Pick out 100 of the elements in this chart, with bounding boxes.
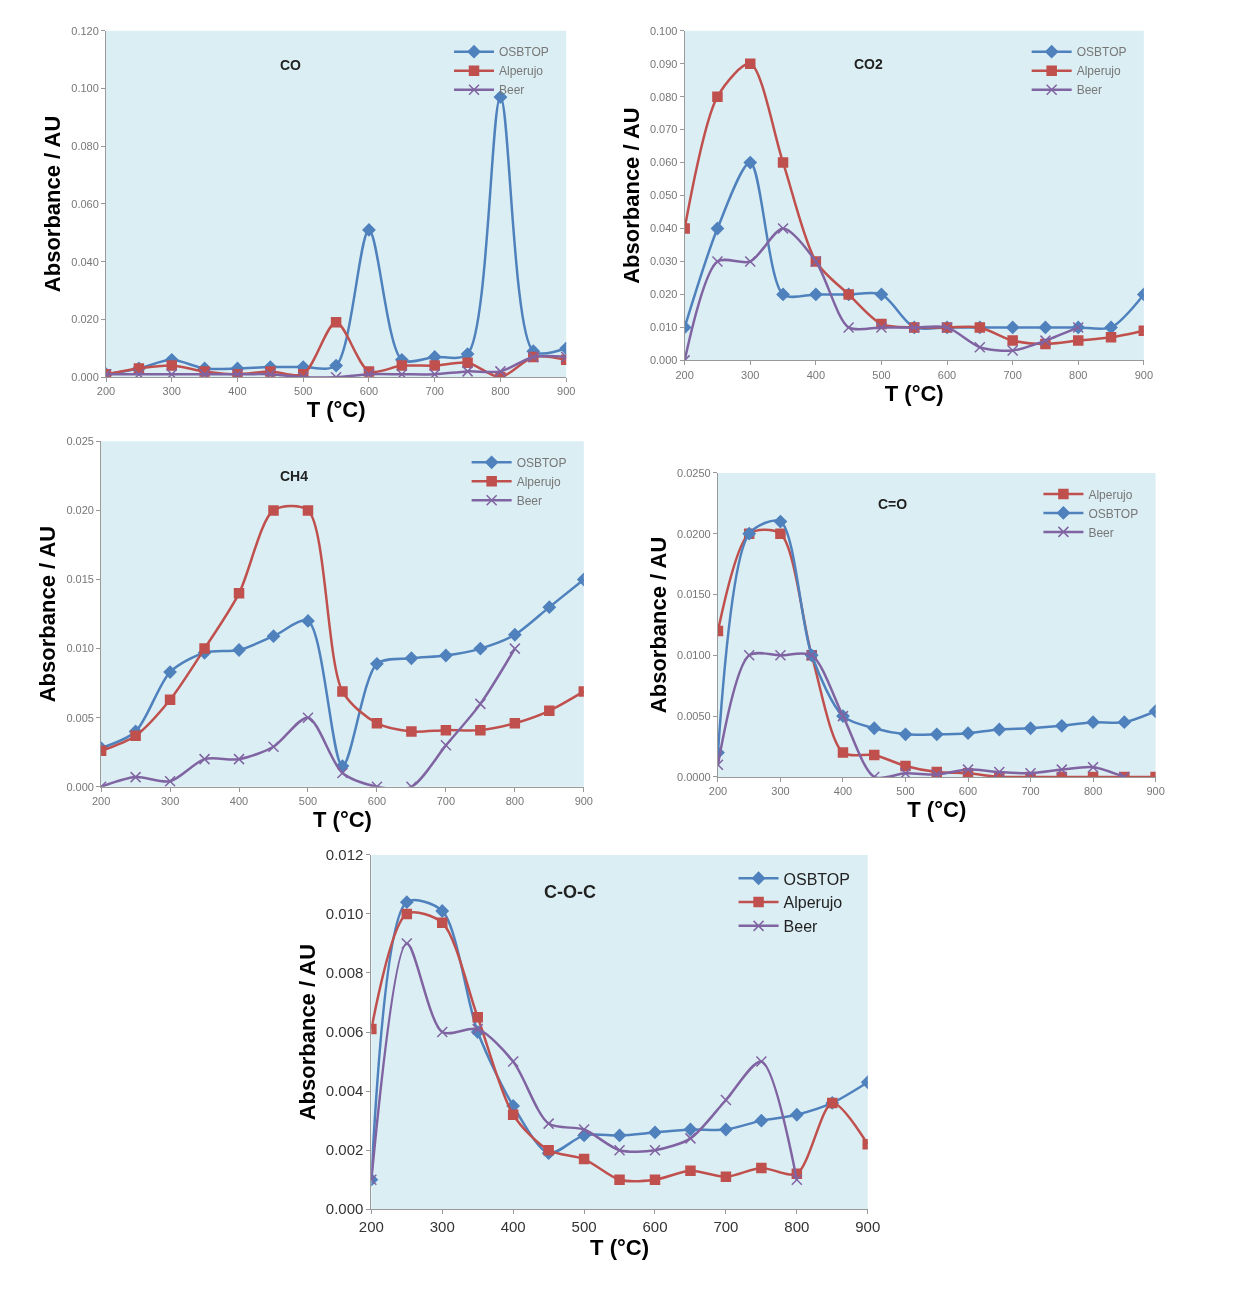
y-axis-title: Absorbance / AU — [40, 115, 66, 293]
x-tick-label: 300 — [160, 794, 180, 807]
y-tick-label: 0.030 — [649, 255, 678, 268]
x-tick-label: 300 — [741, 368, 760, 381]
y-tick-label: 0.000 — [325, 1200, 364, 1218]
legend-label: Alperujo — [1076, 64, 1122, 79]
legend-label: OSBTOP — [783, 870, 850, 888]
x-tick-label: 600 — [958, 785, 978, 798]
y-tick-label: 0.090 — [649, 57, 678, 70]
legend-label: Beer — [783, 918, 819, 936]
text: CO2 — [854, 56, 883, 72]
y-tick-label: 0.004 — [325, 1082, 364, 1100]
x-tick-label: 900 — [557, 385, 576, 398]
legend-label: OSBTOP — [1088, 506, 1139, 521]
y-tick-label: 0.000 — [649, 354, 678, 367]
y-tick-label: 0.070 — [649, 123, 678, 136]
y-tick-label: 0.040 — [649, 222, 678, 235]
x-axis-title: T (°C) — [306, 397, 366, 423]
x-tick-label: 600 — [359, 385, 379, 398]
x-tick-label: 800 — [1069, 368, 1088, 381]
legend-label: OSBTOP — [516, 455, 567, 470]
x-tick-label: 400 — [229, 794, 249, 807]
y-axis-title: Absorbance / AU — [618, 107, 644, 284]
text: C-O-C — [544, 882, 596, 902]
x-tick-label: 900 — [855, 1218, 881, 1236]
text: C=O — [878, 496, 908, 512]
x-tick-label: 200 — [675, 368, 694, 381]
y-tick-label: 0.020 — [66, 504, 94, 517]
legend-label: Alperujo — [783, 894, 843, 912]
x-tick-label: 800 — [1083, 785, 1103, 798]
y-tick-label: 0.0250 — [677, 466, 711, 479]
y-tick-label: 0.080 — [649, 90, 678, 103]
y-tick-label: 0.100 — [71, 82, 99, 95]
x-tick-label: 300 — [162, 385, 181, 398]
x-tick-label: 300 — [429, 1218, 455, 1236]
legend-label: Alperujo — [1088, 487, 1133, 502]
x-tick-label: 700 — [425, 385, 444, 398]
y-axis-title: Absorbance / AU — [645, 536, 671, 714]
x-tick-label: 800 — [505, 794, 525, 807]
x-tick-label: 200 — [91, 794, 111, 807]
x-tick-label: 400 — [500, 1218, 526, 1236]
text: CH4 — [280, 468, 309, 484]
y-tick-label: 0.0100 — [677, 649, 711, 662]
y-tick-label: 0.012 — [325, 846, 364, 864]
x-axis-title: T (°C) — [313, 806, 372, 832]
y-tick-label: 0.002 — [325, 1141, 364, 1159]
y-tick-label: 0.020 — [71, 313, 99, 326]
x-tick-label: 900 — [1134, 368, 1154, 381]
x-axis-title: T (°C) — [884, 380, 944, 406]
y-tick-label: 0.100 — [649, 24, 678, 37]
x-tick-label: 700 — [436, 794, 456, 807]
x-tick-label: 800 — [491, 385, 510, 398]
x-tick-label: 700 — [1003, 368, 1022, 381]
y-tick-label: 0.0200 — [677, 527, 711, 540]
y-tick-label: 0.120 — [71, 24, 99, 37]
y-tick-label: 0.000 — [71, 371, 99, 384]
y-tick-label: 0.060 — [649, 156, 678, 169]
x-tick-label: 500 — [872, 368, 891, 381]
y-tick-label: 0.000 — [66, 780, 94, 793]
y-axis-title: Absorbance / AU — [294, 943, 320, 1121]
y-tick-label: 0.010 — [649, 321, 678, 334]
x-tick-label: 500 — [571, 1218, 597, 1236]
y-tick-label: 0.060 — [71, 197, 99, 210]
y-tick-label: 0.015 — [66, 573, 94, 586]
y-tick-label: 0.0150 — [677, 588, 711, 601]
legend-label: OSBTOP — [1076, 45, 1127, 60]
x-tick-label: 600 — [367, 794, 387, 807]
x-tick-label: 200 — [708, 785, 728, 798]
legend-label: Alperujo — [516, 474, 561, 489]
y-tick-label: 0.005 — [66, 711, 94, 724]
y-tick-label: 0.006 — [325, 1023, 364, 1041]
x-tick-label: 300 — [771, 785, 790, 798]
x-tick-label: 500 — [896, 785, 915, 798]
y-tick-label: 0.008 — [325, 964, 364, 982]
y-tick-label: 0.010 — [325, 905, 364, 923]
x-tick-label: 600 — [642, 1218, 668, 1236]
x-tick-label: 900 — [574, 794, 593, 807]
x-tick-label: 400 — [228, 385, 247, 398]
x-tick-label: 700 — [1021, 785, 1040, 798]
x-axis-title: T (°C) — [590, 1235, 649, 1261]
x-tick-label: 400 — [806, 368, 826, 381]
x-tick-label: 400 — [833, 785, 853, 798]
x-axis-title: T (°C) — [907, 797, 967, 823]
x-tick-label: 200 — [96, 385, 116, 398]
x-tick-label: 800 — [784, 1218, 810, 1236]
y-tick-label: 0.080 — [71, 140, 99, 153]
x-tick-label: 200 — [358, 1218, 384, 1236]
x-tick-label: 500 — [294, 385, 313, 398]
text: CO — [280, 57, 302, 73]
y-axis-title: Absorbance / AU — [35, 525, 61, 703]
legend-label: Beer — [1076, 83, 1103, 98]
x-tick-label: 900 — [1146, 785, 1165, 798]
y-tick-label: 0.0050 — [677, 709, 711, 722]
legend-label: Beer — [1088, 525, 1114, 540]
x-tick-label: 600 — [937, 368, 957, 381]
x-tick-label: 700 — [713, 1218, 739, 1236]
legend-label: OSBTOP — [499, 45, 549, 60]
y-tick-label: 0.050 — [649, 189, 678, 202]
y-tick-label: 0.040 — [71, 255, 99, 268]
x-tick-label: 500 — [298, 794, 318, 807]
